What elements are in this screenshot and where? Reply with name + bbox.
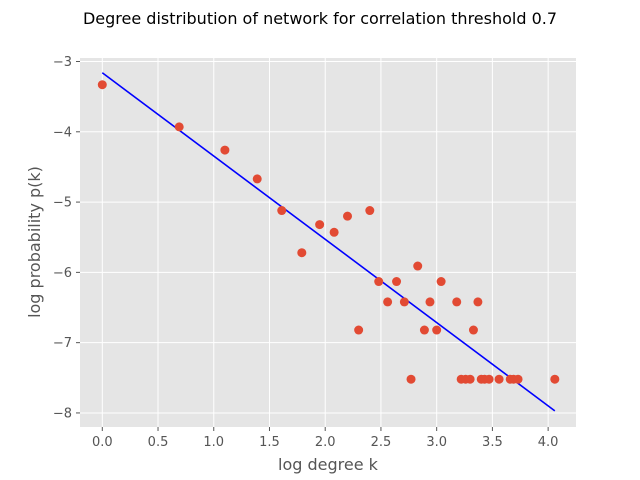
data-point [484, 374, 494, 384]
data-point [419, 325, 429, 335]
data-point [343, 211, 353, 221]
data-point [383, 297, 393, 307]
data-point [297, 248, 307, 258]
data-point [374, 277, 384, 287]
data-point [277, 206, 287, 216]
data-point [392, 277, 402, 287]
chart-title: Degree distribution of network for corre… [83, 9, 557, 28]
data-point [406, 374, 416, 384]
data-point [465, 374, 475, 384]
grid [80, 58, 576, 427]
data-point [468, 325, 478, 335]
y-tick-label: −7 [53, 336, 72, 351]
scatter-points [97, 80, 560, 384]
data-point [550, 374, 560, 384]
x-tick-label: 0.0 [92, 435, 113, 450]
data-point [513, 374, 523, 384]
x-tick-label: 3.0 [426, 435, 447, 450]
x-tick-label: 0.5 [148, 435, 169, 450]
y-axis-ticks: −8 −7 −6 −5 −4 −3 [53, 55, 80, 421]
data-point [354, 325, 364, 335]
y-tick-label: −8 [53, 406, 72, 421]
data-point [413, 261, 423, 271]
data-point [436, 277, 446, 287]
x-tick-label: 2.5 [371, 435, 392, 450]
x-axis-label: log degree k [278, 455, 379, 474]
data-point [473, 297, 483, 307]
data-point [494, 374, 504, 384]
data-point [329, 227, 339, 237]
data-point [174, 122, 184, 132]
y-axis-label: log probability p(k) [25, 166, 44, 318]
x-tick-label: 4.0 [538, 435, 559, 450]
data-point [425, 297, 435, 307]
x-tick-label: 1.0 [203, 435, 224, 450]
data-point [252, 174, 262, 184]
data-point [97, 80, 107, 90]
y-tick-label: −5 [53, 196, 72, 211]
data-point [452, 297, 462, 307]
data-point [399, 297, 409, 307]
data-point [315, 220, 325, 230]
x-tick-label: 3.5 [482, 435, 503, 450]
y-tick-label: −6 [53, 266, 72, 281]
x-tick-label: 1.5 [259, 435, 280, 450]
data-point [432, 325, 442, 335]
data-point [365, 206, 375, 216]
y-tick-label: −3 [53, 55, 72, 70]
x-axis-ticks: 0.0 0.5 1.0 1.5 2.0 2.5 3.0 3.5 4.0 [92, 427, 559, 450]
data-point [220, 145, 230, 155]
y-tick-label: −4 [53, 125, 72, 140]
x-tick-label: 2.0 [315, 435, 336, 450]
